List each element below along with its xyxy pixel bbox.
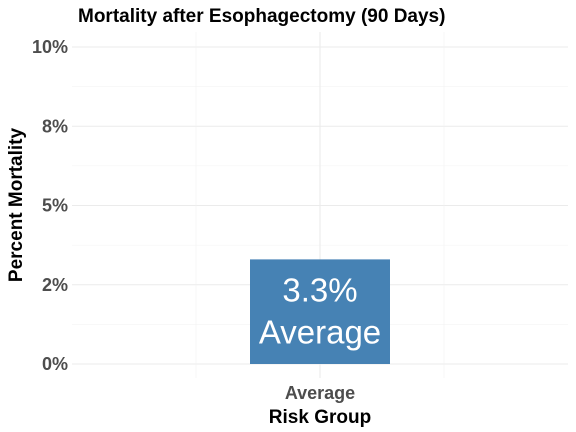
y-tick-label: 0% (42, 354, 68, 374)
x-axis-label: Risk Group (269, 407, 371, 428)
chart-title: Mortality after Esophagectomy (90 Days) (78, 6, 445, 27)
bars: 3.3% Average (250, 259, 390, 364)
tick-labels: 0% 2% 5% 8% 10% Average (32, 37, 355, 403)
y-tick-label: 5% (42, 196, 68, 216)
y-tick-label: 10% (32, 37, 68, 57)
x-tick-label: Average (285, 383, 355, 403)
y-tick-label: 8% (42, 116, 68, 136)
y-tick-label: 2% (42, 275, 68, 295)
bar-data-label: 3.3% (282, 272, 357, 309)
y-axis-label: Percent Mortality (6, 127, 27, 282)
bar-average (250, 259, 390, 364)
bar-data-label: Average (259, 314, 381, 351)
